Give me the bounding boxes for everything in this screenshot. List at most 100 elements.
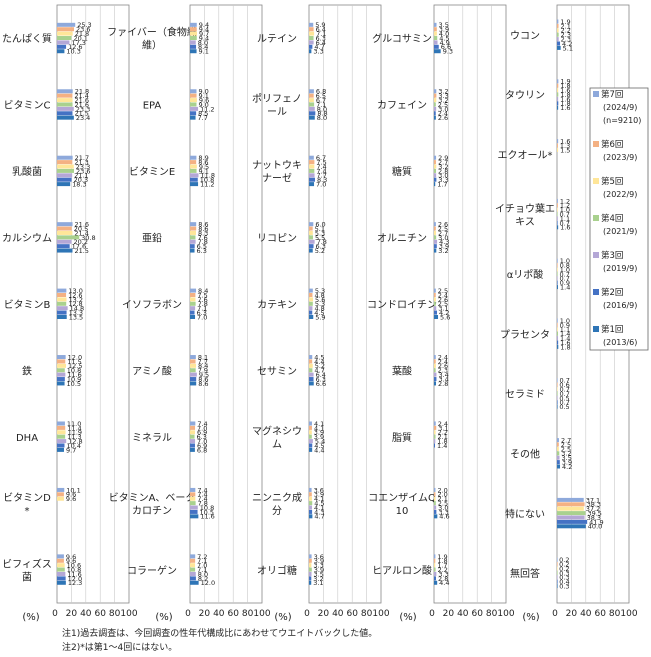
bar <box>57 310 67 315</box>
data-label: 1.6 <box>560 224 570 232</box>
data-label: 2.0 <box>437 491 447 499</box>
data-label: 2.2 <box>561 27 571 35</box>
data-label: 2.5 <box>438 287 448 295</box>
bar <box>57 430 66 435</box>
bar <box>190 293 196 297</box>
data-label: 3.4 <box>438 371 448 379</box>
bar <box>309 421 312 426</box>
x-tick-label: 40 <box>580 609 592 619</box>
bar <box>57 239 72 244</box>
data-label: 5.1 <box>315 225 325 233</box>
bar <box>190 93 197 98</box>
data-label: 1.6 <box>560 95 570 103</box>
data-label: 7.7 <box>198 358 208 366</box>
category-label: DHA <box>16 433 38 444</box>
bar <box>57 496 64 501</box>
data-label: 3.3 <box>438 92 448 100</box>
bar <box>309 558 312 563</box>
bar <box>57 155 73 160</box>
data-label: 3.9 <box>562 459 572 467</box>
x-tick-label: 80 <box>361 609 373 619</box>
legend: 第7回 (2024/9) (n=9210) 第6回 (2023/9) 第5回 (2022/9… <box>589 87 649 351</box>
bar <box>557 198 558 203</box>
category-label: ナットウキナーゼ <box>252 160 302 185</box>
data-label: 2.4 <box>438 291 448 299</box>
bar <box>557 400 558 405</box>
data-label: 7.4 <box>197 420 207 428</box>
bar <box>557 28 559 33</box>
data-label: 11.6 <box>67 371 81 379</box>
legend-period: (2019/9) <box>603 264 637 273</box>
data-label: 5.3 <box>315 287 325 295</box>
data-label: 1.0 <box>560 317 570 325</box>
bar <box>434 44 439 49</box>
data-label: 21.5 <box>74 110 88 118</box>
data-label: 4.4 <box>439 579 449 587</box>
legend-swatch <box>593 252 599 258</box>
category-group: ビフィズス菌 9.69.610.610.811.612.012.3 <box>2 553 82 587</box>
bar <box>557 557 558 562</box>
category-label: コラーゲン <box>127 565 177 577</box>
data-label: 3.9 <box>314 429 324 437</box>
data-label: 8.4 <box>198 43 208 51</box>
data-label: 38.3 <box>587 501 601 509</box>
bar <box>190 381 197 386</box>
panel-4: 0 20 40 60 80 100(%)グルコサミン3.53.94.04.54.96.69… <box>367 4 515 623</box>
bar <box>557 336 559 341</box>
data-label: 12.0 <box>68 575 82 583</box>
data-label: 21.4 <box>74 229 88 237</box>
bar <box>434 372 437 377</box>
bar <box>434 514 438 519</box>
data-label: 4.8 <box>314 305 324 313</box>
bar <box>434 425 437 430</box>
category-label: カルシウム <box>2 233 52 245</box>
data-label: 8.2 <box>198 575 208 583</box>
bar <box>190 89 197 94</box>
data-label: 2.2 <box>438 429 448 437</box>
category-label: セラミド <box>505 389 545 401</box>
bar <box>57 106 74 111</box>
data-label: 20.1 <box>73 34 87 42</box>
x-tick-label: 40 <box>457 609 469 619</box>
data-label: 6.3 <box>197 433 207 441</box>
data-label: 2.7 <box>438 159 448 167</box>
data-label: 11.6 <box>67 570 81 578</box>
data-label: 7.1 <box>197 566 207 574</box>
bar <box>309 98 314 103</box>
category-label-line: 乳酸菌 <box>12 165 42 178</box>
category-label-line: ール <box>267 107 287 118</box>
bar <box>557 404 558 409</box>
data-label: 3.5 <box>314 570 324 578</box>
bar <box>57 49 65 54</box>
category-label-line: プラセンタ <box>500 329 550 341</box>
data-label: 10.8 <box>67 367 81 375</box>
category-label-line: イソフラボン <box>122 299 182 311</box>
bar <box>557 280 558 285</box>
bar <box>190 27 197 32</box>
category-label-line: 分 <box>272 505 282 517</box>
category-group: オルニチン 2.62.52.73.04.33.93.2 <box>377 221 449 255</box>
bar <box>309 567 312 572</box>
bar <box>309 509 313 514</box>
data-label: 1.9 <box>437 553 447 561</box>
bar <box>190 514 199 519</box>
bar <box>57 293 67 297</box>
category-label-line: タウリン <box>505 90 545 102</box>
data-label: 1.4 <box>560 284 570 292</box>
data-label: 5.6 <box>440 313 450 321</box>
unit-label: (%) <box>22 612 39 623</box>
category-label: ミネラル <box>132 432 172 444</box>
legend-item: 第7回 (2024/9) (n=9210) <box>593 89 641 125</box>
bar <box>557 455 560 460</box>
bar <box>309 372 314 377</box>
data-label: 20.2 <box>74 238 88 246</box>
bar <box>557 271 558 276</box>
bar <box>57 160 73 165</box>
category-label-line: ナットウキ <box>252 160 302 172</box>
data-label: 2.9 <box>438 154 448 162</box>
bar <box>557 511 586 516</box>
